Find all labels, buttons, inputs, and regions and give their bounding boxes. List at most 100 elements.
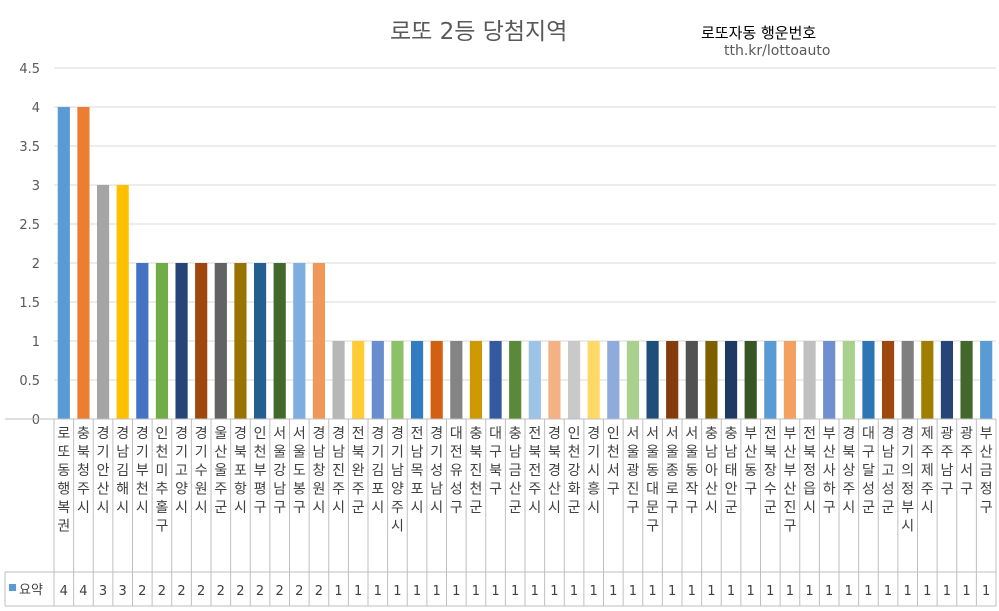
bar <box>253 263 267 419</box>
bar <box>764 341 777 419</box>
data-label: 1 <box>531 584 539 599</box>
bar <box>234 263 247 419</box>
y-axis: 0 0.5 1 1.5 2 2.5 3 3.5 4 4.5 <box>19 62 40 428</box>
data-label: 2 <box>197 584 205 599</box>
bar <box>155 263 169 419</box>
y-tick-label: 4 <box>32 101 40 116</box>
bar <box>724 341 738 419</box>
bar <box>744 341 757 419</box>
data-label: 1 <box>511 584 519 599</box>
y-tick-label: 3 <box>32 179 40 194</box>
data-label: 1 <box>786 584 794 599</box>
bar <box>509 341 522 419</box>
brand-name: 로또자동 행운번호 <box>701 24 817 42</box>
data-label: 1 <box>570 584 578 599</box>
bar <box>273 263 286 419</box>
data-label: 1 <box>629 584 637 599</box>
data-label: 1 <box>609 584 617 599</box>
bar <box>803 341 816 419</box>
bar <box>116 185 129 419</box>
data-table: 로 또 동 행 복 권 충 북 청 주 시 경 기 안 산 시 경 남 김 해 시 경 기 부 천 시 인 천 미 추 홀 구 경 기 고 양 시 경 기 수… <box>4 418 997 607</box>
bar <box>410 341 424 419</box>
data-label: 1 <box>472 584 480 599</box>
bar <box>940 341 954 419</box>
y-tick-label: 2 <box>32 257 40 272</box>
bar <box>901 341 914 419</box>
chart-title: 로또 2등 당첨지역 <box>390 19 568 45</box>
data-label: 2 <box>295 584 303 599</box>
data-label: 1 <box>825 584 833 599</box>
data-label: 2 <box>177 584 185 599</box>
y-tick-label: 1 <box>32 335 40 350</box>
bar <box>391 341 404 419</box>
data-label: 3 <box>119 584 127 599</box>
bar <box>293 263 306 419</box>
bar <box>548 341 561 419</box>
bar <box>862 341 875 419</box>
data-label: 1 <box>648 584 656 599</box>
bar <box>371 341 384 419</box>
data-label: 3 <box>99 584 107 599</box>
bar <box>469 341 483 419</box>
data-label: 2 <box>315 584 323 599</box>
legend-label: 요약 <box>19 583 43 598</box>
bar <box>666 341 679 419</box>
bar <box>450 341 463 419</box>
data-label: 2 <box>217 584 225 599</box>
bar <box>921 341 934 419</box>
bar <box>626 341 640 419</box>
bars <box>57 107 993 419</box>
legend-swatch <box>9 584 16 591</box>
brand-url: tth.kr/lottoauto <box>724 43 831 59</box>
data-label: 1 <box>334 584 342 599</box>
data-label: 1 <box>413 584 421 599</box>
data-label: 1 <box>962 584 970 599</box>
data-label: 2 <box>276 584 284 599</box>
bar <box>783 341 797 419</box>
bar <box>175 263 188 419</box>
data-label: 1 <box>491 584 499 599</box>
data-label: 1 <box>668 584 676 599</box>
bar <box>607 341 620 419</box>
data-label: 1 <box>374 584 382 599</box>
y-tick-label: 3.5 <box>19 140 40 155</box>
bar <box>587 341 600 419</box>
data-label: 2 <box>158 584 166 599</box>
y-tick-label: 2.5 <box>19 218 40 233</box>
data-label: 1 <box>747 584 755 599</box>
bar <box>842 341 855 419</box>
data-label: 1 <box>805 584 813 599</box>
data-label: 1 <box>923 584 931 599</box>
data-label: 1 <box>766 584 774 599</box>
data-label: 1 <box>433 584 441 599</box>
data-label: 1 <box>845 584 853 599</box>
data-label: 2 <box>138 584 146 599</box>
data-label: 1 <box>864 584 872 599</box>
